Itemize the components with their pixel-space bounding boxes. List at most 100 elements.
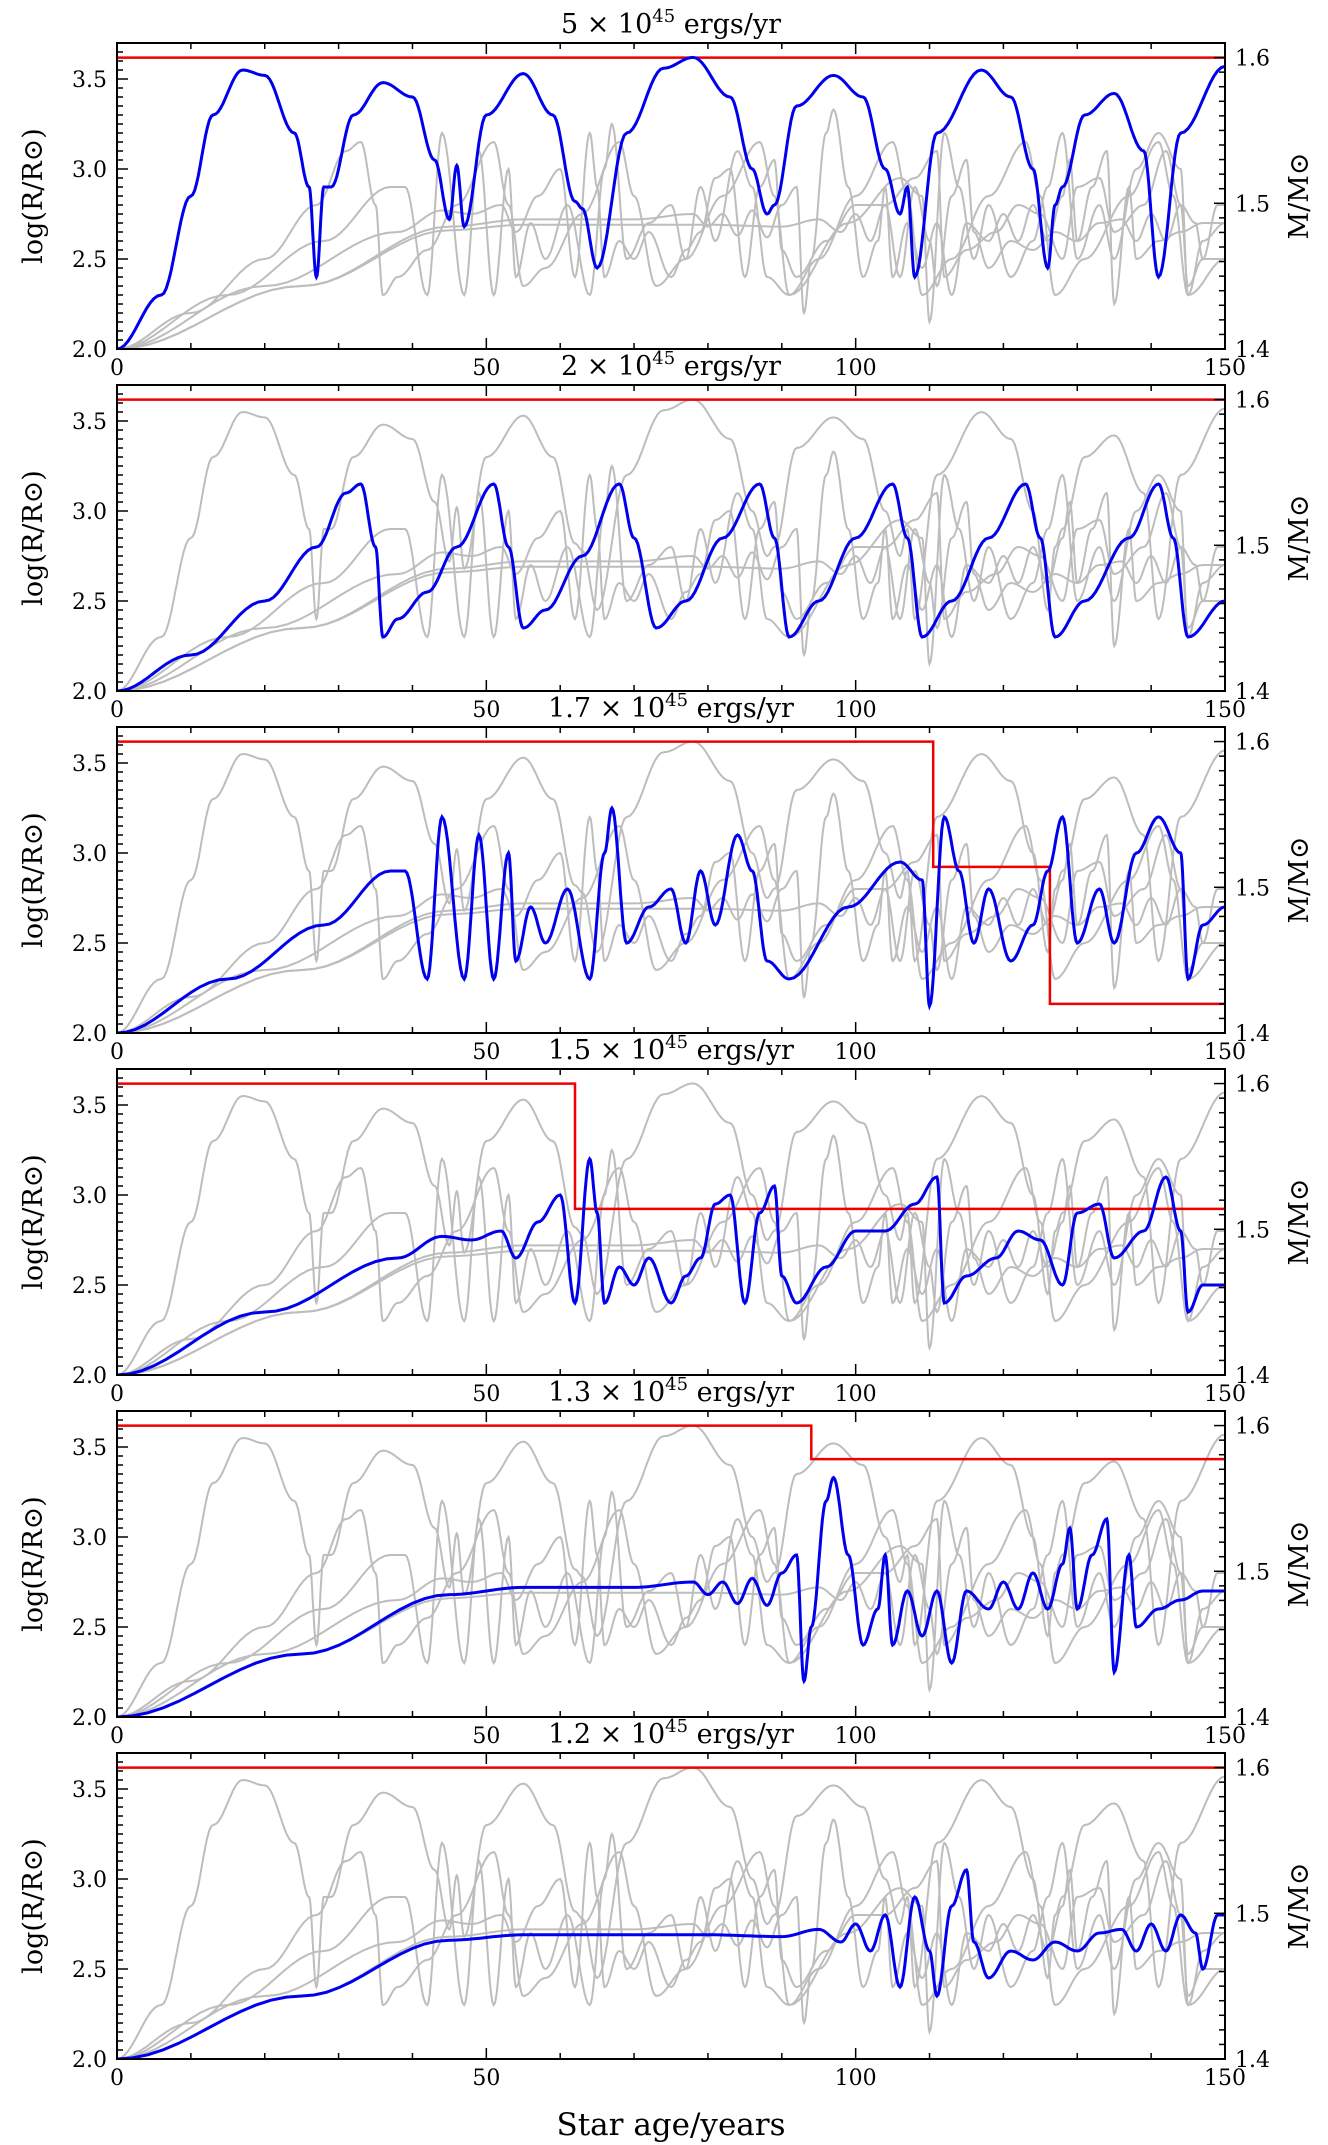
panel-title: 5 × 1045 ergs/yr: [561, 6, 781, 40]
plot-area: [117, 55, 1225, 349]
plot-area: [117, 1766, 1225, 2059]
y-tick-label: 2.5: [72, 1616, 107, 1641]
radius-curve: [117, 805, 1225, 1033]
y-axis-label: log(R/R⊙): [18, 812, 49, 948]
y-tick-label: 3.0: [72, 1184, 107, 1209]
title-exponent: 45: [652, 348, 675, 369]
background-radius-curve-3: [117, 464, 1225, 691]
title-unit: ergs/yr: [688, 1719, 794, 1750]
y2-tick-label: 1.4: [1235, 1706, 1270, 1731]
y2-tick-label: 1.6: [1235, 1415, 1270, 1440]
background-radius-curve-4: [117, 131, 1225, 349]
y-tick-label: 3.0: [72, 1526, 107, 1551]
y-axis-label: log(R/R⊙): [18, 1496, 49, 1632]
y-tick-label: 2.5: [72, 1958, 107, 1983]
y2-tick-label: 1.6: [1235, 389, 1270, 414]
background-radius-curve-6: [117, 158, 1225, 349]
x-tick-label: 150: [1204, 1724, 1246, 1749]
x-tick-label: 0: [110, 698, 124, 723]
mass-line: [117, 1424, 1225, 1461]
background-radius-curve-4: [117, 1841, 1225, 2059]
x-tick-label: 50: [472, 2066, 500, 2091]
x-tick-label: 0: [110, 1382, 124, 1407]
y-tick-label: 2.0: [72, 338, 107, 363]
background-radius-curve-2: [117, 1508, 1225, 1717]
x-tick-label: 150: [1204, 1040, 1246, 1065]
y2-tick-label: 1.5: [1235, 1218, 1270, 1243]
background-radius-curve-3: [117, 1148, 1225, 1375]
background-radius-curve-2: [117, 140, 1225, 349]
y-tick-label: 2.0: [72, 2048, 107, 2073]
x-tick-label: 100: [835, 1040, 877, 1065]
x-tick-label: 100: [835, 356, 877, 381]
panel-6: 0 50 100 150 2.0 2.5 3.0 3.5 1.4 1.5 1.6 1.2 × 1045…: [18, 1716, 1315, 2091]
y2-tick-label: 1.5: [1235, 1902, 1270, 1927]
panel-title: 1.3 × 1045 ergs/yr: [548, 1374, 794, 1408]
y-axis-label: log(R/R⊙): [18, 470, 49, 606]
panel-title: 1.5 × 1045 ergs/yr: [548, 1032, 794, 1066]
y-tick-label: 2.0: [72, 1364, 107, 1389]
background-radius-curve-5: [117, 1818, 1225, 2059]
background-radius-curve-6: [117, 500, 1225, 691]
x-tick-label: 150: [1204, 2066, 1246, 2091]
background-radius-curve-6: [117, 1184, 1225, 1375]
background-radius-curve-4: [117, 1499, 1225, 1717]
x-axis-label: Star age/years: [556, 2107, 785, 2143]
plot-area: [117, 1424, 1225, 1717]
y2-axis-label: M/M⊙: [1284, 1520, 1315, 1607]
x-tick-label: 0: [110, 1724, 124, 1749]
x-tick-label: 100: [835, 1724, 877, 1749]
mass-line: [117, 740, 1225, 1006]
y2-tick-label: 1.4: [1235, 1022, 1270, 1047]
panel-title: 1.2 × 1045 ergs/yr: [548, 1716, 794, 1750]
title-mantissa: 2 × 10: [561, 351, 652, 382]
title-unit: ergs/yr: [688, 693, 794, 724]
y-tick-label: 3.0: [72, 158, 107, 183]
x-tick-label: 150: [1204, 356, 1246, 381]
y2-axis-label: M/M⊙: [1284, 1862, 1315, 1949]
y-tick-label: 3.0: [72, 1868, 107, 1893]
radius-curve: [117, 482, 1225, 691]
y-tick-label: 2.5: [72, 590, 107, 615]
y2-axis-label: M/M⊙: [1284, 836, 1315, 923]
x-tick-label: 50: [472, 1040, 500, 1065]
title-exponent: 45: [665, 690, 688, 711]
y2-tick-label: 1.5: [1235, 1560, 1270, 1585]
y-axis-label: log(R/R⊙): [18, 1838, 49, 1974]
background-radius-curve-4: [117, 815, 1225, 1033]
y-tick-label: 3.0: [72, 500, 107, 525]
x-tick-label: 150: [1204, 698, 1246, 723]
title-unit: ergs/yr: [688, 1035, 794, 1066]
y2-tick-label: 1.6: [1235, 1073, 1270, 1098]
y-tick-label: 2.0: [72, 1706, 107, 1731]
background-radius-curve-5: [117, 450, 1225, 691]
background-radius-curve-6: [117, 1526, 1225, 1717]
background-radius-curve-2: [117, 824, 1225, 1033]
background-radius-curve-3: [117, 1490, 1225, 1717]
title-unit: ergs/yr: [688, 1377, 794, 1408]
panel-title: 1.7 × 1045 ergs/yr: [548, 690, 794, 724]
background-radius-curve-2: [117, 1850, 1225, 2059]
x-tick-label: 0: [110, 2066, 124, 2091]
x-tick-label: 100: [835, 698, 877, 723]
y-tick-label: 3.5: [72, 1778, 107, 1803]
y2-tick-label: 1.5: [1235, 534, 1270, 559]
title-exponent: 45: [665, 1032, 688, 1053]
y2-axis-label: M/M⊙: [1284, 1178, 1315, 1265]
background-radius-curve-2: [117, 1166, 1225, 1375]
y-tick-label: 3.5: [72, 752, 107, 777]
radius-curve: [117, 1156, 1225, 1375]
x-tick-label: 0: [110, 1040, 124, 1065]
y-axis-label: log(R/R⊙): [18, 1154, 49, 1290]
radius-curve: [117, 1868, 1225, 2059]
mass-line: [117, 1082, 1225, 1211]
background-radius-curve-5: [117, 1134, 1225, 1375]
y-axis-label: log(R/R⊙): [18, 128, 49, 264]
title-mantissa: 1.3 × 10: [548, 1377, 665, 1408]
x-tick-label: 50: [472, 356, 500, 381]
plot-area: [117, 740, 1225, 1033]
